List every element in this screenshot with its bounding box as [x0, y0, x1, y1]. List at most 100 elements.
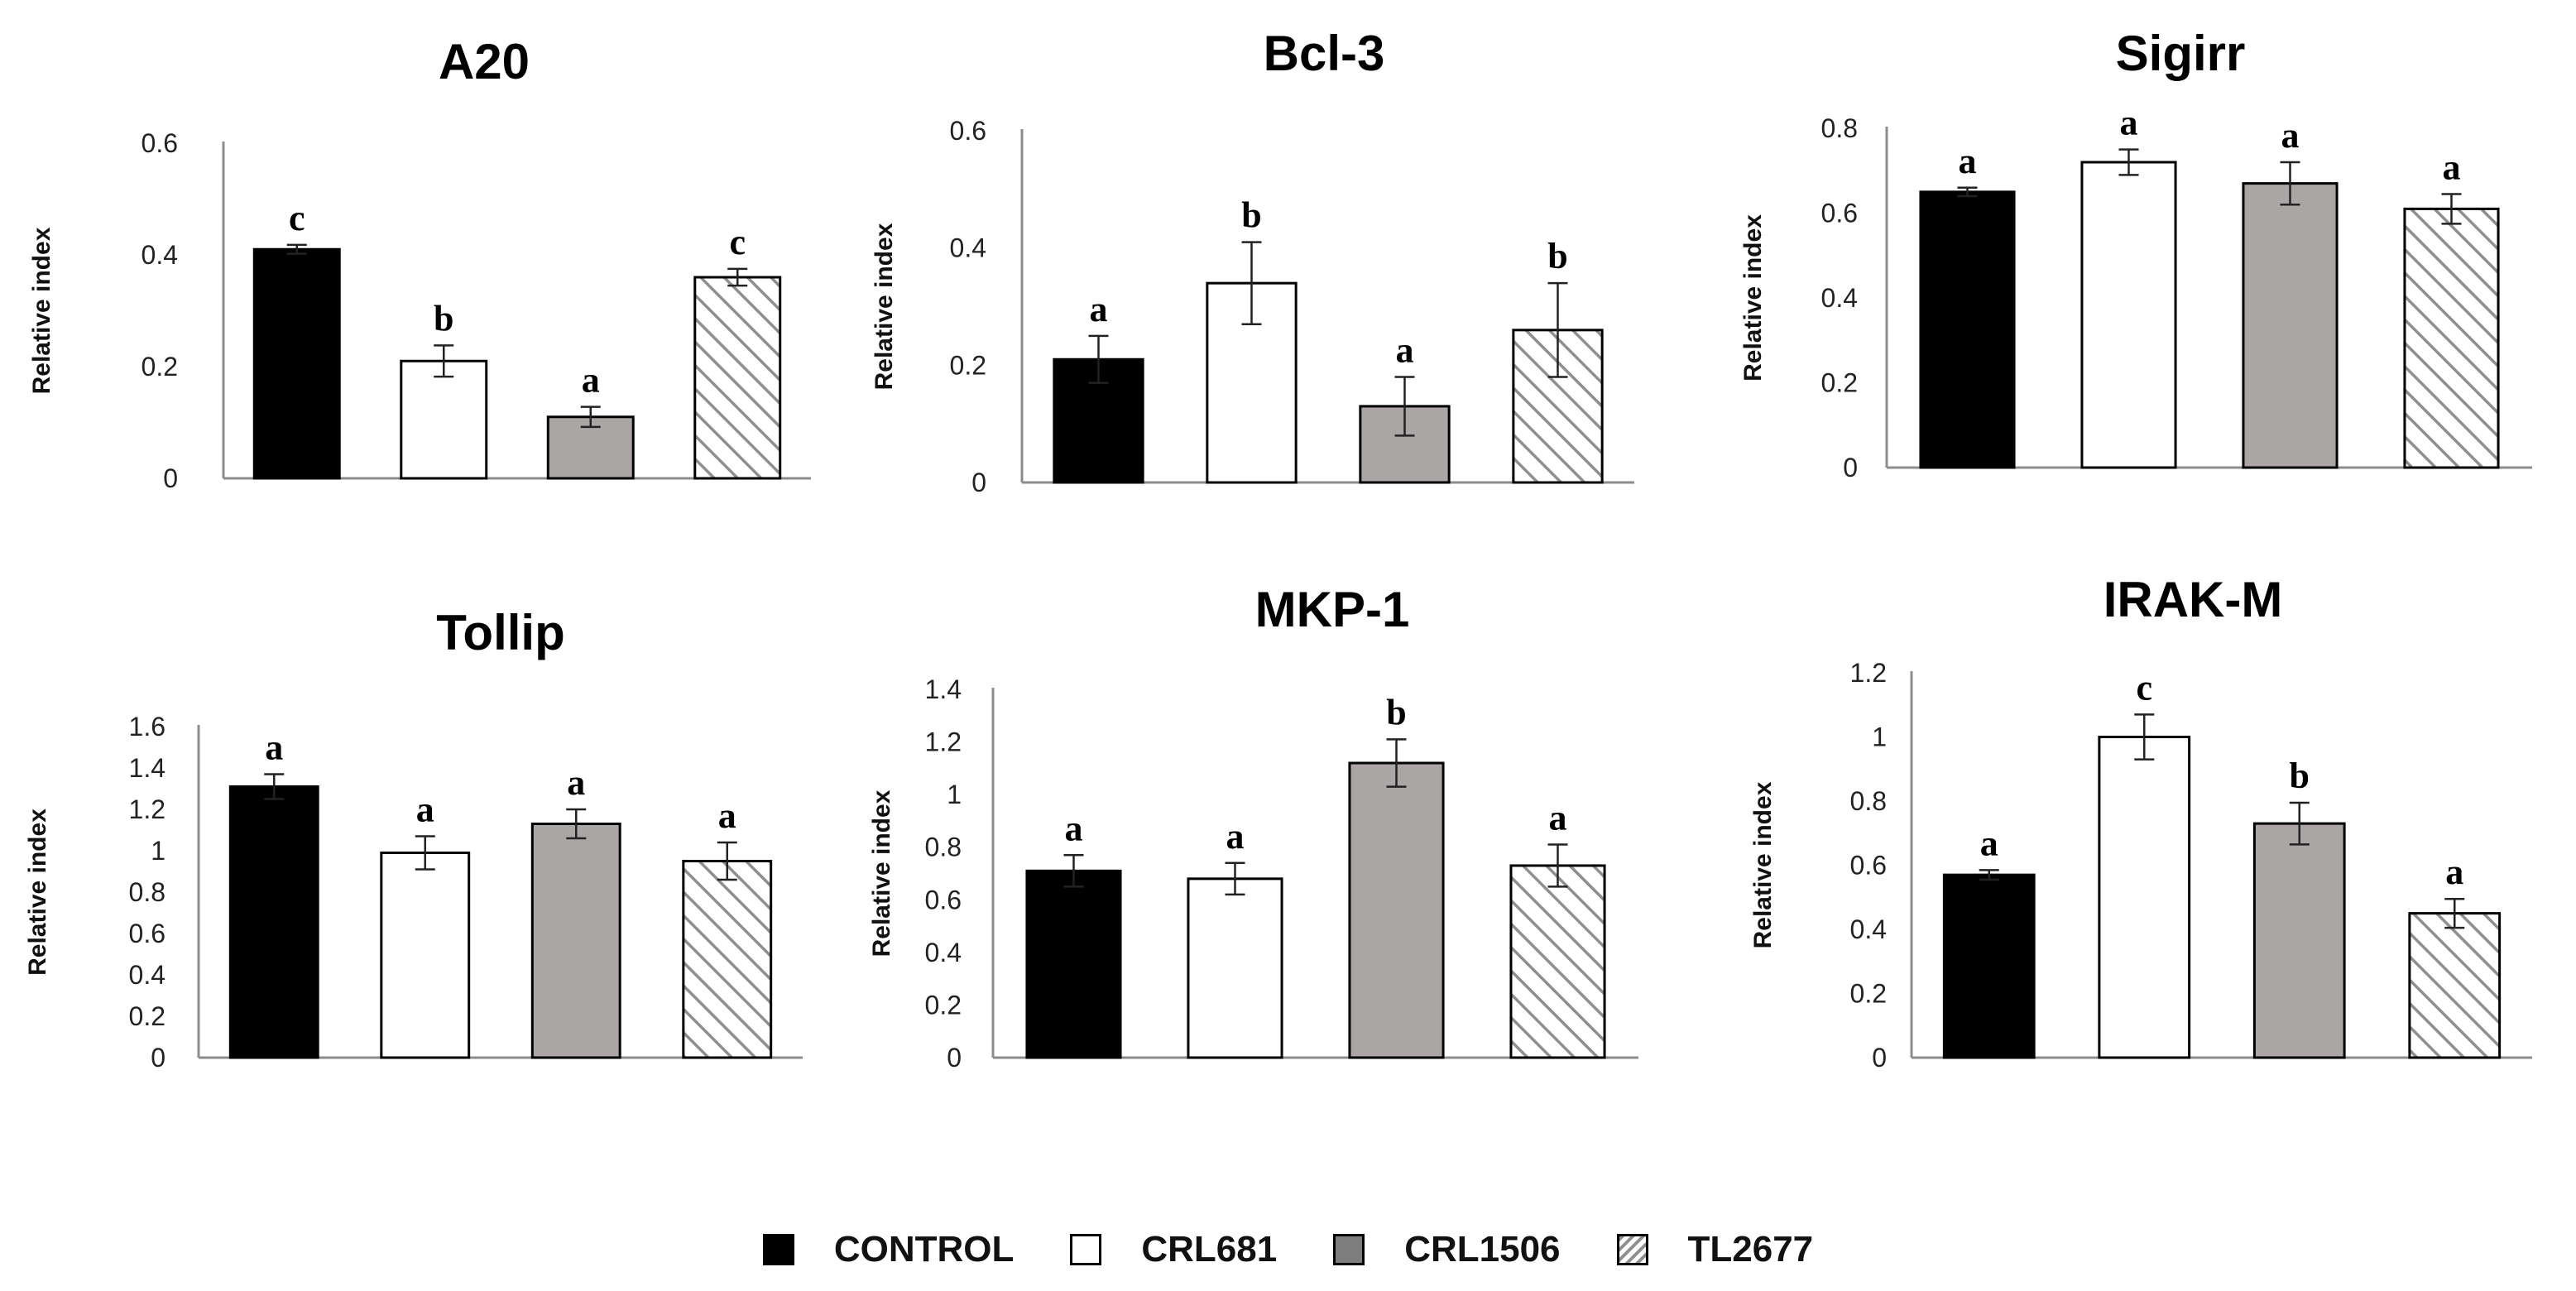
legend-item-crl1506: CRL1506: [1333, 1229, 1561, 1270]
y-tick-label: 0.4: [950, 233, 986, 263]
bar-crl1506: [2242, 182, 2339, 469]
significance-letter-crl681: c: [2136, 667, 2152, 708]
y-tick-label: 0.2: [142, 352, 178, 382]
y-tick-label: 0.6: [950, 116, 986, 146]
bar-control: [1919, 190, 2016, 469]
significance-letter-crl1506: a: [567, 762, 585, 803]
chart-a20: A20 Relative index 0 0.2 0.4 0.6 c b a c: [28, 34, 811, 493]
chart-title: A20: [439, 34, 530, 89]
significance-letter-tl2677: a: [2445, 852, 2463, 892]
bar-crl1506: [2252, 822, 2346, 1059]
y-axis-label: Relative index: [1749, 781, 1777, 948]
chart-title: Bcl-3: [1264, 26, 1385, 81]
legend-swatch-tl2677: [1616, 1234, 1648, 1265]
legend-swatch-control: [762, 1234, 794, 1265]
y-tick-label: 1: [947, 780, 962, 809]
chart-sigirr: Sigirr Relative index 0 0.2 0.4 0.6 0.8 a a a a: [1739, 26, 2532, 482]
chart-bcl-3: Bcl-3 Relative index 0 0.2 0.4 0.6 a b a b: [871, 26, 1634, 497]
y-axis-label: Relative index: [24, 809, 51, 976]
bar-tl2677: [2403, 207, 2500, 469]
chart-tollip: Tollip Relative index 0 0.2 0.4 0.6 0.8 1 1.2 1.4…: [24, 605, 803, 1073]
y-tick-label: 0.6: [1850, 851, 1887, 881]
y-tick-label: 0.6: [1821, 199, 1858, 228]
y-tick-label: 0.6: [142, 128, 178, 158]
bar-crl681: [380, 852, 471, 1059]
y-axis-label: Relative index: [1739, 214, 1767, 382]
y-tick-label: 0.4: [142, 240, 178, 270]
y-tick-label: 0.2: [129, 1001, 165, 1031]
legend-swatch-crl681: [1070, 1234, 1102, 1265]
y-tick-label: 0: [1843, 453, 1858, 482]
bar-crl681: [2080, 161, 2177, 469]
y-tick-label: 0.4: [925, 938, 962, 967]
bar-crl1506: [530, 823, 621, 1059]
legend-item-crl681: CRL681: [1070, 1229, 1277, 1270]
y-tick-label: 0: [163, 463, 178, 493]
legend-label-control: CONTROL: [833, 1229, 1015, 1269]
legend: CONTROL CRL681 CRL1506 TL2677: [0, 1217, 2576, 1283]
y-tick-label: 0.2: [950, 350, 986, 380]
chart-title: IRAK-M: [2103, 572, 2283, 627]
y-tick-label: 0.8: [925, 833, 962, 862]
y-tick-label: 0.4: [129, 960, 165, 990]
significance-letter-crl1506: b: [2290, 756, 2310, 796]
y-axis-label: Relative index: [28, 227, 55, 394]
legend-label-tl2677: TL2677: [1687, 1229, 1814, 1269]
significance-letter-control: a: [1980, 823, 1998, 863]
y-tick-label: 0.8: [1821, 113, 1858, 143]
significance-letter-control: a: [1065, 808, 1083, 848]
significance-letter-control: a: [1959, 141, 1977, 181]
significance-letter-control: c: [289, 198, 305, 238]
y-tick-label: 1.4: [925, 674, 962, 704]
chart-mkp-1: MKP-1 Relative index 0 0.2 0.4 0.6 0.8 1 1.2 1.4 a…: [868, 582, 1638, 1073]
bar-tl2677: [2408, 912, 2502, 1059]
chart-irak-m: IRAK-M Relative index 0 0.2 0.4 0.6 0.8 1 1.2 a c b…: [1749, 572, 2532, 1073]
legend-label-crl1506: CRL1506: [1404, 1229, 1561, 1269]
y-tick-label: 0: [947, 1043, 962, 1073]
y-tick-label: 0: [1872, 1043, 1887, 1073]
significance-letter-crl1506: a: [1396, 330, 1414, 371]
chart-title: MKP-1: [1255, 582, 1410, 637]
y-tick-label: 1.6: [129, 712, 165, 741]
legend-item-control: CONTROL: [762, 1229, 1015, 1270]
y-tick-label: 1.2: [129, 794, 165, 824]
y-tick-label: 0.6: [925, 885, 962, 914]
legend-item-tl2677: TL2677: [1616, 1229, 1814, 1270]
y-axis-label: Relative index: [871, 223, 898, 390]
bar-control: [1025, 869, 1122, 1059]
bar-control: [228, 785, 319, 1059]
significance-letter-tl2677: c: [729, 222, 746, 262]
chart-title: Tollip: [436, 605, 565, 660]
significance-letter-tl2677: a: [2443, 146, 2461, 187]
significance-letter-tl2677: a: [1549, 798, 1567, 838]
y-tick-label: 0: [971, 468, 986, 497]
y-tick-label: 1: [1872, 722, 1887, 752]
bar-control: [252, 247, 341, 480]
significance-letter-crl1506: a: [2281, 115, 2300, 156]
significance-letter-control: a: [1090, 289, 1108, 329]
significance-letter-tl2677: b: [1547, 236, 1567, 276]
bar-tl2677: [1509, 864, 1606, 1059]
y-tick-label: 1.4: [129, 753, 165, 783]
significance-letter-crl681: a: [416, 789, 434, 830]
significance-letter-crl681: a: [1226, 816, 1245, 857]
y-tick-label: 1: [151, 836, 165, 866]
significance-letter-control: a: [265, 727, 283, 768]
bar-crl1506: [1348, 761, 1445, 1059]
significance-letter-crl1506: b: [1386, 692, 1406, 732]
chart-title: Sigirr: [2116, 26, 2246, 81]
bar-crl681: [2098, 736, 2191, 1059]
y-tick-label: 0.4: [1850, 914, 1887, 944]
legend-swatch-crl1506: [1333, 1234, 1365, 1265]
significance-letter-crl681: b: [434, 298, 453, 338]
y-axis-label: Relative index: [868, 789, 895, 957]
significance-letter-crl681: b: [1241, 195, 1261, 236]
y-tick-label: 1.2: [1850, 658, 1887, 688]
y-tick-label: 0.2: [1821, 368, 1858, 398]
bar-tl2677: [682, 860, 773, 1059]
y-tick-label: 1.2: [925, 727, 962, 757]
y-tick-label: 0.2: [925, 990, 962, 1020]
legend-label-crl681: CRL681: [1141, 1229, 1278, 1269]
y-tick-label: 0.2: [1850, 979, 1887, 1009]
